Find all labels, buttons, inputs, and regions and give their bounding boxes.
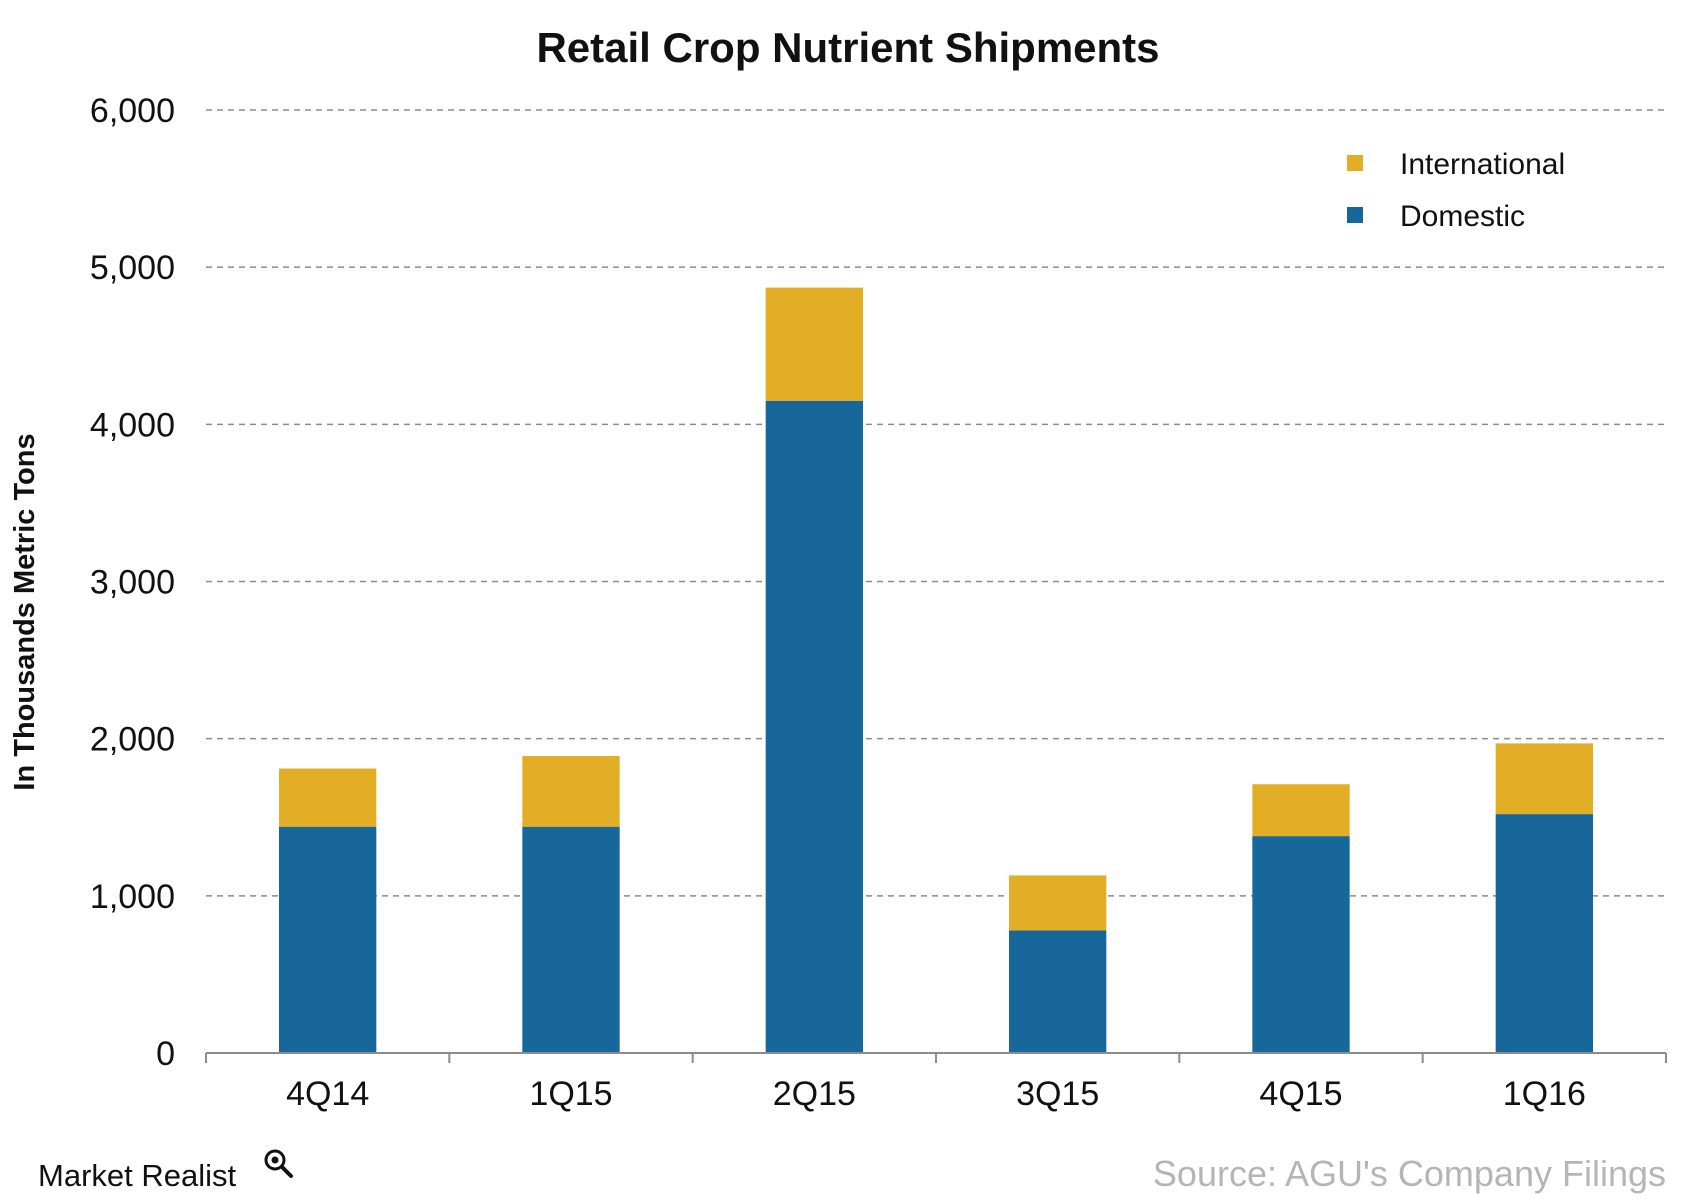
x-tick-label: 1Q15 <box>529 1075 612 1113</box>
bar-international-4q15 <box>1252 784 1350 837</box>
x-axis <box>205 1052 1667 1063</box>
bar-international-4q14 <box>279 768 377 827</box>
x-tick-label: 4Q15 <box>1259 1075 1342 1113</box>
x-tick-label: 1Q16 <box>1503 1075 1586 1113</box>
x-tick-label: 4Q14 <box>286 1075 369 1113</box>
legend-label-international: International <box>1400 148 1565 181</box>
y-tick-label: 1,000 <box>90 878 175 916</box>
y-tick-label: 5,000 <box>90 249 175 287</box>
grid-lines <box>206 109 1666 897</box>
bar-domestic-2q15 <box>765 400 863 1054</box>
bar-domestic-1q16 <box>1495 814 1593 1053</box>
bar-domestic-4q15 <box>1252 836 1350 1053</box>
magnifier-icon <box>264 1149 293 1178</box>
bar-international-2q15 <box>765 287 863 401</box>
y-tick-label: 3,000 <box>90 564 175 602</box>
bar-international-1q16 <box>1495 743 1593 815</box>
bar-domestic-4q14 <box>279 826 377 1053</box>
y-tick-label: 2,000 <box>90 721 175 759</box>
footer: Market Realist Source: AGU's Company Fil… <box>38 1149 1666 1194</box>
x-tick-label: 2Q15 <box>773 1075 856 1113</box>
bar-domestic-3q15 <box>1009 930 1107 1053</box>
y-tick-label: 6,000 <box>90 92 175 130</box>
y-tick-label: 4,000 <box>90 406 175 444</box>
x-tick-label: 3Q15 <box>1016 1075 1099 1113</box>
legend-swatch-domestic <box>1347 207 1363 223</box>
legend-swatch-international <box>1347 155 1363 171</box>
legend-label-domestic: Domestic <box>1400 200 1525 233</box>
bar-international-1q15 <box>522 755 620 827</box>
y-axis-ticks: 0 1,000 2,000 3,000 4,000 5,000 6,000 <box>90 92 175 1073</box>
bars <box>279 287 1593 1054</box>
y-axis-label: In Thousands Metric Tons <box>9 433 41 790</box>
x-axis-ticks: 4Q14 1Q15 2Q15 3Q15 4Q15 1Q16 <box>286 1075 1586 1113</box>
y-tick-label: 0 <box>156 1035 175 1073</box>
legend: International Domestic <box>1347 148 1565 233</box>
brand-logo-text: Market Realist <box>38 1158 236 1193</box>
source-note: Source: AGU's Company Filings <box>1153 1153 1666 1194</box>
bar-international-3q15 <box>1009 875 1107 931</box>
bar-domestic-1q15 <box>522 826 620 1053</box>
chart-title: Retail Crop Nutrient Shipments <box>536 24 1159 71</box>
